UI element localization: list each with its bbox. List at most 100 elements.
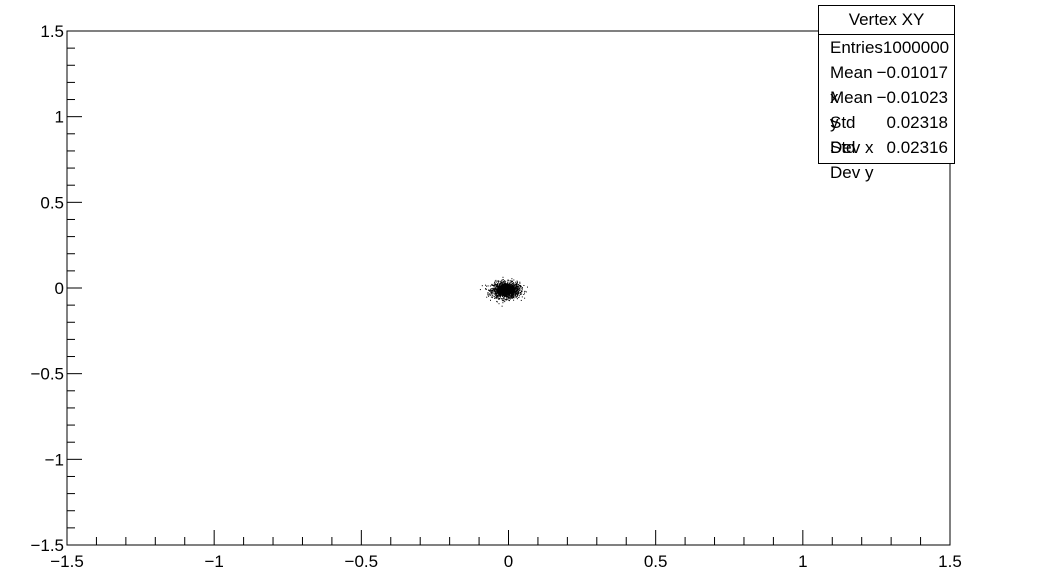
data-point	[507, 296, 509, 298]
data-point	[516, 298, 518, 300]
data-point	[509, 287, 511, 289]
data-point	[499, 295, 501, 297]
data-point	[513, 287, 515, 289]
data-point	[498, 287, 499, 288]
data-point	[497, 293, 499, 295]
data-point	[513, 285, 515, 287]
data-point	[504, 294, 506, 296]
data-point	[508, 287, 509, 289]
data-point	[505, 288, 507, 290]
data-point	[504, 284, 506, 286]
data-point	[500, 282, 502, 284]
data-point	[505, 292, 506, 294]
data-point	[502, 295, 504, 297]
data-point	[515, 284, 517, 286]
data-point	[496, 281, 498, 283]
data-point	[502, 294, 504, 296]
stats-row-mean-x: Mean x −0.01017	[819, 60, 954, 107]
data-point	[514, 290, 516, 292]
data-point	[506, 299, 508, 300]
data-point	[520, 285, 522, 287]
data-point	[514, 294, 516, 296]
data-point	[499, 280, 501, 282]
data-point	[508, 292, 510, 294]
data-point	[488, 295, 490, 297]
data-point	[510, 290, 512, 292]
data-point	[502, 300, 504, 302]
data-point	[509, 282, 511, 283]
data-point	[500, 295, 502, 296]
data-point	[500, 281, 502, 283]
data-point	[505, 289, 507, 291]
data-point	[506, 290, 508, 291]
x-tick-label: −1.5	[50, 552, 84, 571]
data-point	[498, 294, 500, 296]
data-point	[500, 290, 502, 292]
data-point	[497, 290, 499, 292]
data-point	[501, 279, 503, 281]
data-point	[509, 288, 511, 289]
stats-value: −0.01023	[876, 88, 948, 107]
data-point	[507, 290, 509, 292]
data-point	[516, 287, 518, 289]
data-point	[509, 295, 511, 297]
data-point	[504, 293, 506, 295]
data-point	[508, 288, 510, 290]
data-point	[519, 286, 521, 288]
data-point	[509, 291, 511, 292]
data-point	[488, 289, 489, 291]
data-point	[507, 297, 509, 299]
data-point	[502, 284, 504, 286]
data-point	[494, 288, 496, 289]
data-point	[502, 302, 504, 304]
data-point	[506, 283, 507, 285]
data-point	[497, 285, 498, 287]
data-point	[492, 287, 494, 289]
data-point	[508, 291, 510, 293]
data-point	[493, 288, 495, 290]
data-point	[505, 285, 506, 287]
stats-row-std-dev-y: Std Dev y 0.02316	[819, 135, 954, 182]
data-point	[497, 295, 499, 297]
data-point	[512, 283, 514, 285]
data-point	[490, 291, 492, 293]
data-point	[487, 285, 489, 287]
data-point	[492, 290, 494, 291]
data-point	[525, 291, 527, 293]
data-point	[507, 289, 509, 291]
x-tick-label: −0.5	[345, 552, 379, 571]
data-point	[497, 280, 499, 282]
data-point	[514, 295, 516, 297]
data-point	[496, 288, 498, 290]
data-point	[494, 290, 496, 292]
data-point	[497, 289, 499, 291]
data-point	[501, 284, 503, 286]
data-point	[518, 287, 520, 289]
data-point	[501, 287, 503, 289]
data-point	[503, 298, 505, 300]
data-point	[487, 294, 489, 296]
data-point	[508, 286, 510, 288]
data-point	[513, 288, 515, 290]
data-point	[524, 291, 526, 292]
data-point	[512, 281, 513, 283]
data-point	[509, 285, 511, 287]
data-point	[510, 285, 512, 287]
data-point	[495, 287, 497, 289]
data-point	[492, 295, 494, 297]
data-point	[493, 293, 495, 295]
data-point	[515, 290, 517, 292]
data-point	[516, 289, 518, 291]
data-point	[501, 294, 502, 296]
data-point	[498, 285, 500, 287]
data-point	[513, 294, 515, 296]
data-point	[489, 289, 491, 291]
data-point	[511, 283, 513, 285]
data-point	[494, 282, 496, 284]
data-point	[499, 290, 501, 292]
data-point	[499, 283, 500, 285]
data-point	[497, 283, 499, 284]
data-point	[503, 285, 505, 287]
data-point	[510, 297, 512, 299]
data-point	[497, 290, 499, 292]
